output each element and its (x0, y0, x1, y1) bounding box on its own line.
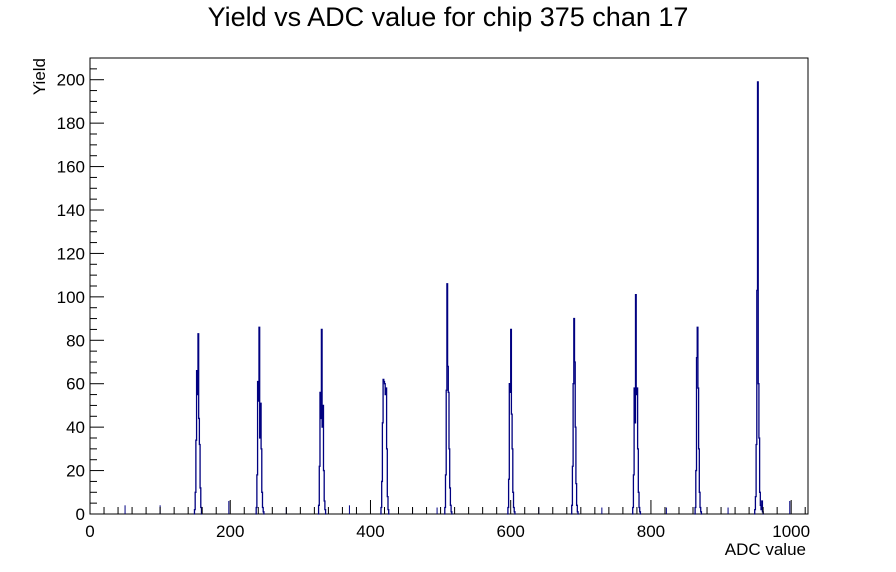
x-tick-label: 800 (637, 522, 665, 541)
peak-series-6 (507, 328, 516, 515)
peak-series-5 (444, 283, 453, 515)
y-tick-label: 140 (57, 201, 85, 220)
peak-series-7 (571, 317, 579, 515)
y-tick-label: 100 (57, 288, 85, 307)
y-tick-label: 60 (66, 375, 85, 394)
peak-series-4 (380, 378, 390, 515)
y-tick-label: 40 (66, 418, 85, 437)
chart-title: Yield vs ADC value for chip 375 chan 17 (207, 2, 689, 32)
x-tick-label: 1000 (772, 522, 810, 541)
y-tick-label: 200 (57, 71, 85, 90)
x-tick-label: 200 (216, 522, 244, 541)
y-axis-label: Yield (30, 58, 49, 95)
peak-series-2 (255, 326, 265, 515)
x-tick-label: 0 (85, 522, 94, 541)
y-tick-label: 120 (57, 244, 85, 263)
x-axis-label: ADC value (725, 540, 806, 559)
peak-series-10 (754, 81, 764, 515)
peak-series-3 (317, 328, 327, 515)
x-tick-label: 400 (356, 522, 384, 541)
y-tick-label: 160 (57, 158, 85, 177)
y-tick-label: 180 (57, 114, 85, 133)
x-tick-label: 600 (497, 522, 525, 541)
peak-series-9 (694, 326, 703, 515)
y-tick-label: 80 (66, 331, 85, 350)
y-tick-label: 0 (76, 505, 85, 524)
y-tick-label: 20 (66, 462, 85, 481)
peak-series-1 (193, 333, 203, 515)
peak-series-8 (632, 294, 642, 515)
